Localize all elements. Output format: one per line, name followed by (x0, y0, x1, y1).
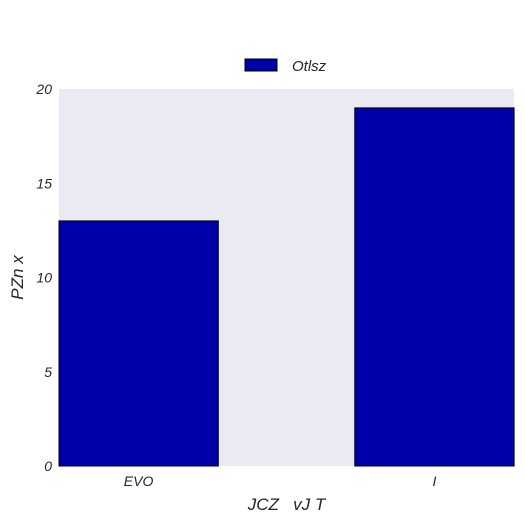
y-tick-label: 10 (36, 270, 52, 286)
x-tick-label: EVO (124, 473, 154, 489)
y-tick-label: 0 (44, 458, 52, 474)
y-axis-ticks: 0 5 10 15 20 (35, 81, 52, 474)
x-axis-label: JCZ vJ T (247, 495, 327, 514)
bar-i (354, 107, 515, 467)
y-axis-label: PZn x (8, 255, 27, 300)
y-tick-label: 15 (36, 175, 52, 191)
y-tick-label: 5 (44, 364, 52, 380)
bar-evo (58, 220, 219, 467)
legend-label: Otlsz (292, 58, 327, 75)
y-tick-label: 20 (35, 81, 52, 97)
x-axis-ticks: EVO I (124, 473, 437, 489)
legend-swatch (244, 58, 278, 72)
bars-group (58, 107, 515, 467)
legend: Otlsz (244, 58, 327, 75)
x-tick-label: I (432, 473, 436, 489)
